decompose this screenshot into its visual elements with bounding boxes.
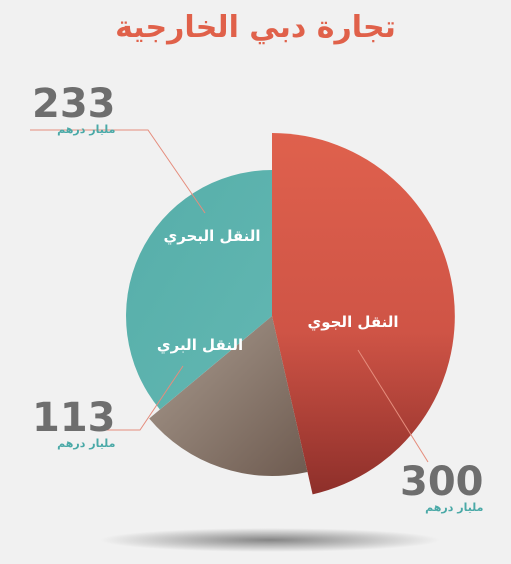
- slice-air: [272, 133, 455, 495]
- callout-air-value: 300: [400, 459, 484, 505]
- callout-land: 113 مليار درهم: [32, 398, 116, 450]
- callout-air: 300 مليار درهم: [400, 462, 484, 514]
- slice-sea: [126, 170, 273, 410]
- callout-land-unit: مليار درهم: [57, 437, 116, 450]
- leader-line-land: [100, 365, 184, 431]
- slice-label-sea: النقل البحري: [163, 227, 260, 246]
- chart-title: تجارة دبي الخارجية: [115, 10, 396, 45]
- slice-label-land: النقل البري: [157, 336, 243, 355]
- slice-land: [149, 316, 308, 476]
- callout-sea-unit: مليار درهم: [57, 123, 116, 136]
- leader-line-sea: [30, 129, 206, 214]
- callout-air-unit: مليار درهم: [425, 501, 484, 514]
- slice-label-air: النقل الجوي: [307, 313, 398, 332]
- callout-land-value: 113: [32, 395, 116, 441]
- pie-shadow: [100, 528, 440, 552]
- leader-line-air: [357, 349, 429, 463]
- callout-sea: 233 مليار درهم: [32, 84, 116, 136]
- callout-sea-value: 233: [32, 81, 116, 127]
